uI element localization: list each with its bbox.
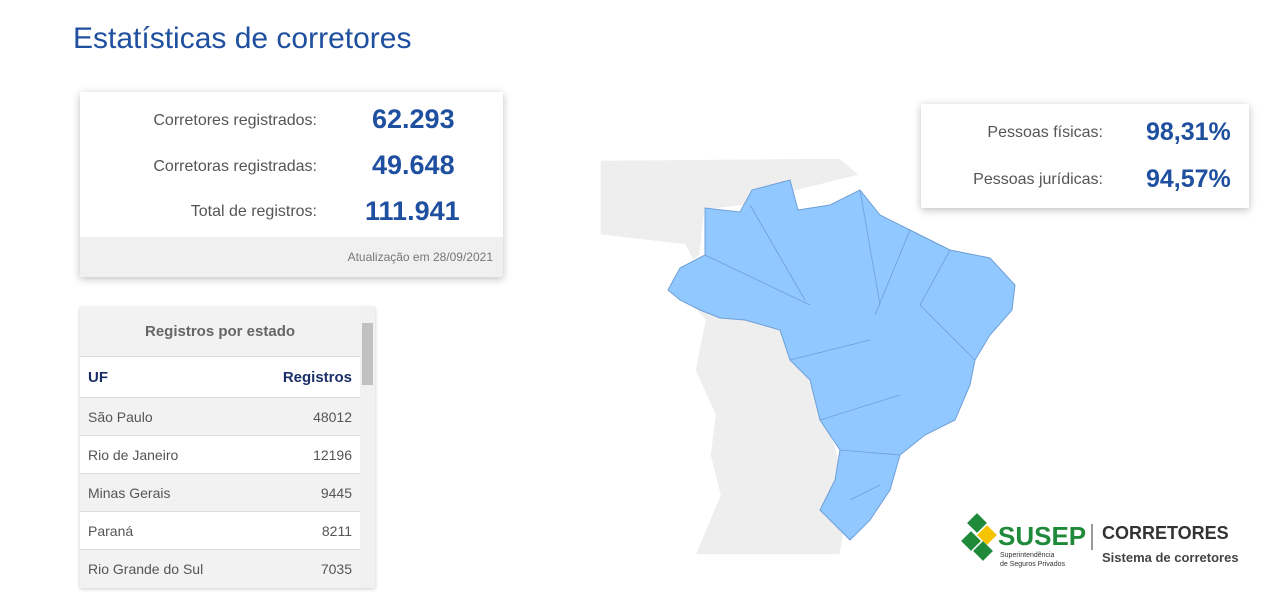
column-header: Registros bbox=[282, 369, 352, 386]
logo: SUSEP Superintendência de Seguros Privad… bbox=[961, 513, 1239, 568]
stat-label: Total de registros: bbox=[190, 203, 317, 220]
state-name: São Paulo bbox=[88, 409, 153, 425]
state-name: Rio Grande do Sul bbox=[88, 561, 204, 577]
state-count: 8211 bbox=[321, 523, 352, 539]
table-header: UF Registros bbox=[80, 356, 360, 398]
card-footer: Atualização em 28/09/2021 bbox=[80, 237, 503, 277]
state-count: 7035 bbox=[320, 561, 352, 577]
table-row: Paraná 8211 bbox=[80, 511, 360, 550]
product-name: CORRETORES bbox=[1102, 523, 1229, 543]
state-borders bbox=[704, 189, 976, 501]
product-tagline: Sistema de corretores bbox=[1102, 550, 1239, 565]
stat-value: 111.941 bbox=[365, 196, 460, 226]
state-count: 48012 bbox=[313, 409, 352, 425]
brazil-map bbox=[600, 157, 1016, 556]
percent-card: Pessoas físicas: 98,31% Pessoas jurídica… bbox=[921, 104, 1249, 208]
state-name: Paraná bbox=[88, 523, 134, 539]
state-name: Minas Gerais bbox=[88, 485, 171, 501]
logo-name: SUSEP bbox=[998, 521, 1086, 551]
column-header: UF bbox=[88, 369, 108, 386]
stat-label: Pessoas físicas: bbox=[987, 124, 1103, 141]
stat-label: Pessoas jurídicas: bbox=[973, 171, 1103, 188]
page-title: Estatísticas de corretores bbox=[73, 22, 412, 55]
scrollbar[interactable] bbox=[360, 307, 375, 588]
stat-value: 98,31% bbox=[1146, 118, 1231, 146]
table-title: Registros por estado bbox=[80, 307, 360, 356]
update-date: Atualização em 28/09/2021 bbox=[347, 250, 493, 264]
table-row: São Paulo 48012 bbox=[80, 397, 360, 436]
scroll-thumb[interactable] bbox=[362, 323, 373, 385]
state-table: Registros por estado UF Registros São Pa… bbox=[80, 307, 375, 588]
table-row: Minas Gerais 9445 bbox=[80, 473, 360, 512]
stat-label: Corretores registrados: bbox=[153, 112, 317, 129]
stat-value: 49.648 bbox=[372, 150, 455, 180]
table-row: Rio de Janeiro 12196 bbox=[80, 435, 360, 474]
state-count: 12196 bbox=[313, 447, 352, 463]
state-name: Rio de Janeiro bbox=[88, 447, 179, 463]
stat-label: Corretoras registradas: bbox=[153, 158, 317, 175]
stat-value: 62.293 bbox=[372, 104, 455, 134]
summary-card: Corretores registrados: 62.293 Corretora… bbox=[80, 92, 503, 277]
stat-value: 94,57% bbox=[1146, 165, 1231, 193]
logo-subtitle: Superintendência bbox=[1000, 552, 1055, 559]
logo-subtitle: de Seguros Privados bbox=[1000, 561, 1065, 568]
state-count: 9445 bbox=[320, 485, 352, 501]
table-row: Rio Grande do Sul 7035 bbox=[80, 549, 360, 588]
